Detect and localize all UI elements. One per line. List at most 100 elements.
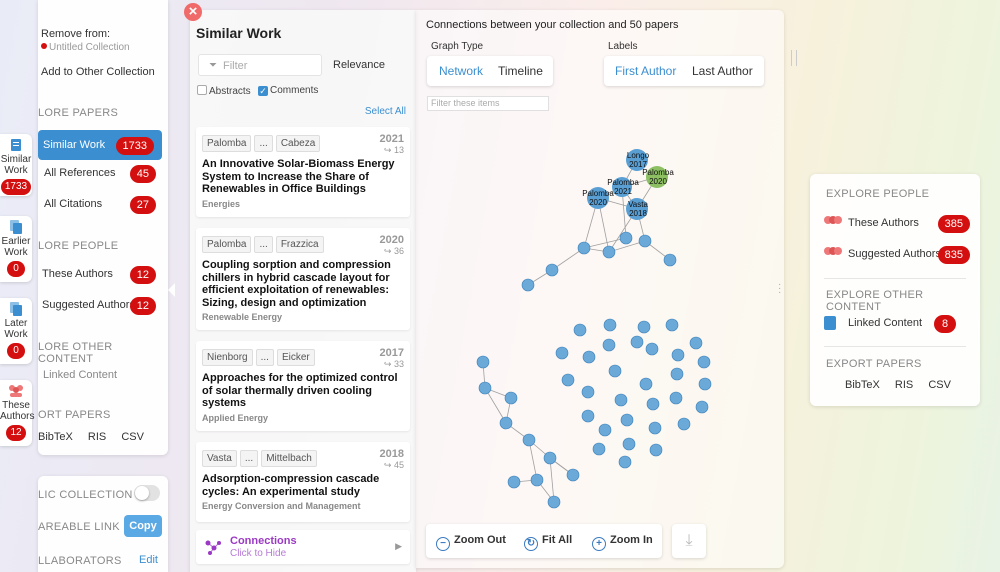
graph-header: Connections between your collection and …: [426, 19, 679, 31]
citation-count: ↪ 13: [383, 145, 404, 155]
last-author-chip: Cabeza: [275, 135, 321, 152]
author-chips: Vasta... Mittelbach: [196, 442, 410, 467]
export-bibtex[interactable]: BibTeX: [38, 431, 73, 443]
section-explore-papers: LORE PAPERS: [38, 107, 119, 119]
strip-label: Similar: [0, 154, 32, 165]
check-icon: ✓: [258, 86, 268, 96]
paper-journal: Energies: [202, 198, 241, 209]
count-badge: 12: [6, 425, 26, 441]
sidebar-item-similar-work[interactable]: Similar Work 1733: [38, 130, 162, 160]
network-icon: [205, 540, 221, 555]
connections-sub: Click to Hide: [230, 548, 287, 559]
resize-handle[interactable]: [791, 50, 797, 66]
comments-checkbox[interactable]: ✓ Comments: [258, 85, 319, 96]
download-icon[interactable]: ⤓: [672, 524, 706, 558]
paper-card[interactable]: Nienborg... Eicker 2017 ↪ 33 Approaches fo…: [196, 341, 410, 431]
public-collection-toggle[interactable]: [134, 485, 160, 501]
count-badge: 1733: [115, 137, 154, 155]
strip-later-work[interactable]: Later Work 0: [0, 298, 32, 364]
count-badge: 27: [129, 196, 156, 214]
shareable-link-label: AREABLE LINK: [38, 521, 120, 533]
close-icon[interactable]: ×: [184, 3, 202, 21]
labels-selector: First Author Last Author: [604, 56, 764, 86]
export-csv[interactable]: CSV: [121, 431, 144, 443]
paper-year: 2018 ↪ 45: [379, 448, 404, 470]
graph-node-label[interactable]: Palomba 2020: [582, 189, 614, 207]
people-icon: [9, 385, 23, 397]
first-author-chip: Palomba: [202, 135, 252, 152]
documents-icon: [10, 220, 22, 234]
paper-journal: Renewable Energy: [202, 312, 283, 322]
export-row: BibTeX RIS CSV: [845, 379, 951, 391]
collaborators-label: LLABORATORS: [38, 555, 122, 567]
collection-name[interactable]: Untitled Collection: [41, 42, 130, 53]
paper-title: Approaches for the optimized control of …: [202, 372, 398, 409]
count-badge: 8: [934, 315, 956, 333]
strip-label: Work: [4, 247, 28, 258]
export-bibtex[interactable]: BibTeX: [845, 379, 880, 391]
strip-these-authors[interactable]: These Authors 12: [0, 380, 34, 446]
section-export-papers: EXPORT PAPERS: [826, 358, 922, 370]
export-ris[interactable]: RIS: [894, 379, 914, 391]
graph-node-label[interactable]: Palomba 2020: [642, 168, 674, 186]
paper-title: Adsorption-compression cascade cycles: A…: [202, 473, 380, 498]
section-explore-people: LORE PEOPLE: [38, 240, 119, 252]
citation-count: ↪ 45: [383, 460, 404, 470]
paper-year: 2021 ↪ 13: [379, 133, 404, 155]
strip-earlier-work[interactable]: Earlier Work 0: [0, 216, 32, 282]
explore-panel: EXPLORE PEOPLE These Authors 385 Suggest…: [810, 174, 980, 406]
network-option[interactable]: Network: [439, 64, 484, 78]
strip-label: These: [2, 400, 30, 411]
export-csv[interactable]: CSV: [928, 379, 951, 391]
author-chips: Nienborg... Eicker: [196, 341, 410, 366]
zoom-out-icon: −: [436, 537, 450, 551]
connections-toggle[interactable]: Connections Click to Hide ▶: [196, 530, 410, 564]
first-author-option[interactable]: First Author: [615, 64, 677, 78]
last-author-chip: Mittelbach: [261, 450, 317, 467]
count-badge: 1733: [0, 179, 32, 195]
zoom-in-button[interactable]: + Zoom In: [592, 534, 653, 551]
sidebar-item-linked-content[interactable]: Linked Content: [43, 369, 117, 381]
paper-card[interactable]: Palomba... Cabeza 2021 ↪ 13 An Innovative …: [196, 127, 410, 217]
drag-handle-icon[interactable]: · · ·: [778, 279, 782, 298]
ellipsis-chip: ...: [254, 236, 273, 253]
paper-card[interactable]: Palomba... Frazzica 2020 ↪ 36 Coupling sor…: [196, 228, 410, 330]
section-explore-other: LORE OTHER CONTENT: [38, 341, 113, 365]
timeline-option[interactable]: Timeline: [498, 64, 543, 78]
graph-type-selector: Network Timeline: [427, 56, 553, 86]
copy-button[interactable]: Copy: [124, 515, 162, 537]
network-graph[interactable]: [416, 10, 784, 520]
last-author-option[interactable]: Last Author: [692, 64, 753, 78]
filter-icon: ⏷: [209, 60, 217, 71]
first-author-chip: Vasta: [202, 450, 237, 467]
select-all-link[interactable]: Select All: [364, 106, 406, 117]
sort-dropdown[interactable]: Relevance: [333, 59, 385, 71]
document-icon: [11, 139, 21, 151]
divider: [824, 346, 966, 347]
first-author-chip: Nienborg: [202, 349, 253, 366]
paper-card[interactable]: Vasta... Mittelbach 2018 ↪ 45 Adsorption-c…: [196, 442, 410, 522]
graph-node-label[interactable]: Vasta 2018: [628, 200, 648, 218]
fit-all-button[interactable]: ↻ Fit All: [524, 534, 572, 551]
add-to-other-collection[interactable]: Add to Other Collection: [41, 66, 155, 78]
abstracts-checkbox[interactable]: Abstracts: [197, 85, 251, 97]
ellipsis-chip: ...: [254, 135, 273, 152]
export-ris[interactable]: RIS: [87, 431, 107, 443]
zoom-out-button[interactable]: − Zoom Out: [436, 534, 506, 551]
side-strip: Similar Work 1733 Earlier Work 0 Later W…: [0, 0, 34, 572]
count-badge: 12: [129, 297, 156, 315]
filter-input[interactable]: ⏷ Filter: [198, 54, 322, 76]
zoom-controls: − Zoom Out ↻ Fit All + Zoom In: [426, 524, 662, 558]
zoom-in-icon: +: [592, 537, 606, 551]
paper-year: 2017 ↪ 33: [379, 347, 404, 369]
graph-node-label[interactable]: Longo 2017: [626, 151, 650, 169]
strip-label: Work: [4, 165, 28, 176]
count-badge: 385: [937, 215, 970, 233]
edit-collaborators-link[interactable]: Edit: [139, 554, 158, 566]
graph-filter-input[interactable]: Filter these items: [427, 96, 549, 111]
author-chips: Palomba... Frazzica: [196, 228, 410, 253]
documents-icon: [10, 302, 22, 316]
count-badge: 45: [129, 165, 156, 183]
graph-node-label[interactable]: Palomba 2021: [607, 178, 639, 196]
strip-similar-work[interactable]: Similar Work 1733: [0, 134, 32, 196]
